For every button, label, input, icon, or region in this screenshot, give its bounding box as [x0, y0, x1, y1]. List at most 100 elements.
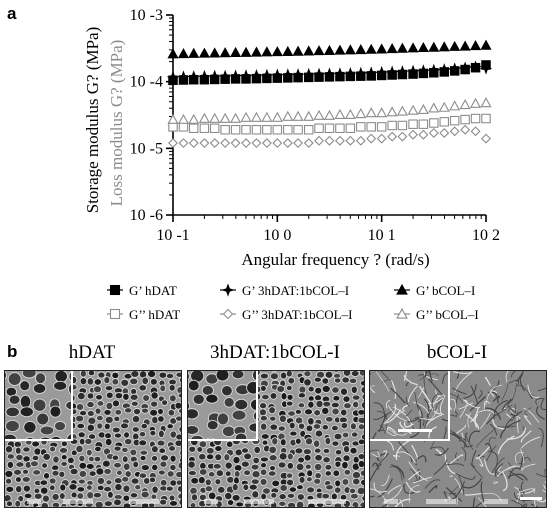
data-point-square-open — [314, 123, 324, 134]
data-point-diamond-open — [230, 138, 241, 149]
data-point-triangle-filled — [250, 46, 263, 57]
y-axis-title-secondary: Loss modulus G? (MPa) — [107, 40, 126, 207]
legend-label: G’’ hDAT — [129, 307, 180, 322]
legend-label: G’’ 3hDAT:1bCOL–I — [242, 307, 352, 322]
data-point-triangle-filled — [480, 39, 492, 50]
x-axis-title: Angular frequency ? (rad/s) — [241, 250, 429, 269]
data-point-triangle-filled — [428, 41, 440, 52]
data-point-star-filled — [417, 64, 430, 77]
panel-a-letter: a — [7, 4, 17, 23]
data-point-square-open — [168, 122, 178, 132]
data-point-square-open — [376, 122, 387, 132]
data-point-triangle-filled — [407, 42, 419, 53]
scale-bar — [520, 497, 542, 500]
data-point-triangle-filled — [355, 44, 367, 55]
legend-label: G’ hDAT — [129, 283, 177, 298]
data-point-square-open — [188, 123, 199, 134]
data-point-square-open — [251, 124, 262, 135]
data-point-star-filled — [260, 68, 274, 82]
data-point-triangle-open — [250, 111, 263, 122]
data-point-star-filled — [239, 69, 253, 82]
data-point-square-open — [262, 124, 272, 135]
data-point-triangle-open — [480, 97, 492, 108]
data-point-triangle-filled — [188, 47, 200, 58]
x-tick-label: 10 2 — [472, 227, 500, 244]
data-point-diamond-open — [334, 135, 345, 146]
data-point-triangle-open — [240, 111, 252, 122]
data-point-square-open — [449, 115, 460, 126]
data-point-star-filled — [323, 67, 336, 80]
data-point-star-filled — [229, 69, 242, 82]
data-point-triangle-filled — [365, 43, 377, 54]
inset-scale-bar — [398, 429, 432, 432]
data-point-square-open — [387, 120, 397, 131]
data-point-triangle-open — [292, 110, 304, 121]
data-point-triangle-open — [282, 110, 294, 121]
data-point-diamond-open — [460, 124, 471, 135]
data-point-triangle-filled — [198, 47, 210, 58]
data-point-triangle-filled — [313, 45, 325, 56]
data-point-triangle-filled — [292, 45, 304, 56]
data-point-triangle-open — [396, 105, 408, 116]
data-point-triangle-open — [449, 100, 461, 111]
data-point-triangle-open — [469, 97, 482, 108]
sem-inset-bcol — [370, 371, 450, 441]
data-point-star-filled — [250, 68, 263, 82]
data-point-triangle-filled — [230, 46, 242, 58]
data-point-star-filled — [396, 65, 409, 78]
sem-label-3hdat-1bcol: 3hDAT:1bCOL-I — [210, 342, 340, 363]
data-point-diamond-open — [251, 138, 262, 149]
data-point-triangle-open — [386, 106, 398, 117]
data-point-triangle-open — [355, 108, 367, 119]
data-point-triangle-filled — [344, 44, 356, 55]
data-point-diamond-open — [449, 126, 460, 137]
data-point-diamond-open — [261, 138, 272, 149]
data-point-triangle-open — [198, 112, 210, 123]
data-point-triangle-filled — [209, 47, 221, 58]
data-point-star-filled — [281, 68, 295, 81]
data-point-square-open — [470, 113, 481, 124]
data-point-star-filled — [479, 62, 493, 75]
data-point-diamond-open — [324, 135, 335, 146]
data-point-star-filled — [312, 67, 326, 81]
data-point-diamond-open — [470, 126, 481, 137]
data-point-star-filled — [291, 68, 305, 81]
data-point-square-open — [356, 122, 366, 132]
data-point-star-filled — [427, 63, 441, 77]
data-point-triangle-open — [271, 111, 283, 122]
data-point-triangle-open — [261, 111, 273, 122]
data-point-diamond-open — [439, 127, 450, 138]
data-point-triangle-open — [407, 104, 419, 115]
data-point-square-open — [241, 124, 251, 135]
data-point-diamond-open — [366, 133, 377, 144]
data-point-square-open — [199, 123, 210, 134]
sem-inset-texture-hdat — [5, 371, 71, 439]
sem-image-bcol — [369, 370, 547, 508]
data-point-star-filled — [438, 63, 451, 76]
panel-b-letter: b — [7, 342, 18, 361]
data-point-diamond-open — [345, 135, 356, 146]
data-point-triangle-open — [303, 110, 315, 121]
data-point-triangle-filled — [303, 45, 315, 56]
data-point-triangle-filled — [459, 40, 471, 51]
data-point-star-filled — [187, 70, 200, 83]
x-tick-label: 10 1 — [368, 227, 396, 244]
data-point-triangle-filled — [386, 43, 398, 54]
data-point-triangle-open — [323, 109, 336, 120]
data-point-star-filled — [166, 70, 180, 84]
data-point-star-filled — [344, 66, 357, 80]
data-point-triangle-filled — [438, 41, 450, 52]
data-point-diamond-open — [418, 129, 429, 140]
data-point-triangle-open — [376, 107, 388, 118]
data-point-diamond-open — [397, 131, 408, 142]
data-point-square-open — [324, 123, 335, 134]
data-point-triangle-filled — [449, 40, 461, 51]
data-point-triangle-filled — [240, 46, 252, 57]
data-point-star-filled — [302, 67, 315, 81]
data-point-triangle-open — [167, 113, 179, 124]
data-point-square-open — [178, 122, 189, 132]
data-point-square-open — [439, 117, 450, 127]
sem-inset-texture-3hdat-1bcol — [188, 371, 256, 439]
data-point-square-open — [460, 114, 470, 125]
data-point-star-filled — [406, 64, 420, 78]
